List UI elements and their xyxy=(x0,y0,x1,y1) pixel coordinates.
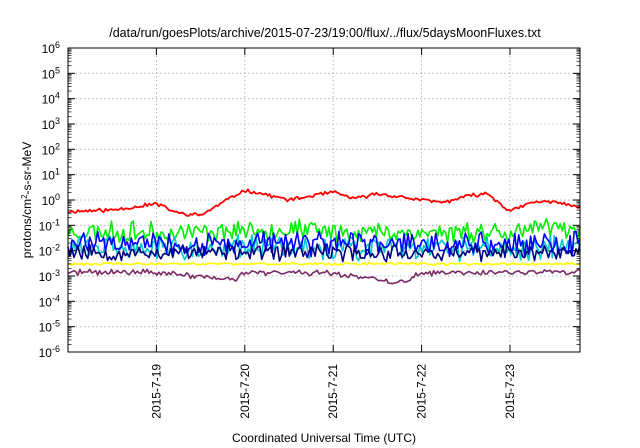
y-tick-label-base: 10 xyxy=(39,295,53,309)
series-line xyxy=(67,188,581,217)
y-tick-label-exponent: -3 xyxy=(52,268,60,278)
y-tick-label-exponent: 1 xyxy=(55,167,60,177)
series-line xyxy=(67,217,581,244)
y-tick-label-base: 10 xyxy=(42,169,56,183)
y-tick-label-exponent: -4 xyxy=(52,293,60,303)
y-tick-label-base: 10 xyxy=(39,245,53,259)
series-group xyxy=(67,188,581,285)
chart-title: /data/run/goesPlots/archive/2015-07-23/1… xyxy=(109,26,541,40)
y-tick-label: 10-6 xyxy=(39,344,60,360)
y-tick-label-exponent: 0 xyxy=(55,192,60,202)
y-tick-label-base: 10 xyxy=(39,219,53,233)
y-tick-label-exponent: 6 xyxy=(55,40,60,50)
y-tick-label-base: 10 xyxy=(39,270,53,284)
y-tick-label-exponent: 2 xyxy=(55,141,60,151)
x-axis-label: Coordinated Universal Time (UTC) xyxy=(232,431,416,445)
ticks xyxy=(68,47,580,353)
y-tick-label-base: 10 xyxy=(42,93,56,107)
x-tick-labels: 2015-7-19 2015-7-20 2015-7-21 2015-7-22 2015… xyxy=(149,364,517,419)
y-tick-label: 10-5 xyxy=(39,319,60,335)
y-tick-label: 101 xyxy=(42,167,60,183)
x-tick-label: 2015-7-22 xyxy=(415,364,429,419)
y-tick-label: 104 xyxy=(42,91,60,107)
y-tick-label-base: 10 xyxy=(42,67,56,81)
x-tick-label: 2015-7-21 xyxy=(326,364,340,419)
y-tick-label: 100 xyxy=(42,192,60,208)
y-tick-label-exponent: -6 xyxy=(52,344,60,354)
y-tick-label: 10-2 xyxy=(39,243,60,259)
y-tick-label-base: 10 xyxy=(42,118,56,132)
y-tick-label-exponent: -1 xyxy=(52,217,60,227)
y-tick-label: 10-4 xyxy=(39,293,60,309)
y-tick-label: 103 xyxy=(42,116,60,132)
y-tick-label-exponent: 5 xyxy=(55,65,60,75)
y-axis-label-sup: 2 xyxy=(20,194,29,199)
x-tick-label: 2015-7-20 xyxy=(238,364,252,419)
y-tick-label-base: 10 xyxy=(42,143,56,157)
x-tick-label: 2015-7-23 xyxy=(503,364,517,419)
y-tick-label-base: 10 xyxy=(39,346,53,360)
y-tick-label: 106 xyxy=(42,40,60,56)
y-axis-label-rest: -s-sr-MeV xyxy=(20,142,34,195)
y-tick-label: 10-3 xyxy=(39,268,60,284)
y-tick-label-exponent: -5 xyxy=(52,319,60,329)
y-tick-label-exponent: 4 xyxy=(55,91,60,101)
y-tick-label: 105 xyxy=(42,65,60,81)
grid xyxy=(68,48,580,352)
series-line xyxy=(67,268,581,285)
y-tick-label: 10-1 xyxy=(39,217,60,233)
y-axis-label-base: protons/cm xyxy=(20,199,34,258)
y-tick-label-base: 10 xyxy=(42,42,56,56)
y-tick-label-exponent: -2 xyxy=(52,243,60,253)
y-tick-label-exponent: 3 xyxy=(55,116,60,126)
y-tick-label: 102 xyxy=(42,141,60,157)
series-line xyxy=(67,230,581,258)
y-tick-label-base: 10 xyxy=(42,194,56,208)
series-line xyxy=(67,242,581,263)
series-line xyxy=(67,261,581,267)
x-tick-label: 2015-7-19 xyxy=(149,364,163,419)
y-tick-label-base: 10 xyxy=(39,321,53,335)
y-axis-label: protons/cm2-s-sr-MeV xyxy=(20,142,35,258)
y-tick-labels: 10-610-510-410-310-210-11001011021031041… xyxy=(39,40,60,360)
